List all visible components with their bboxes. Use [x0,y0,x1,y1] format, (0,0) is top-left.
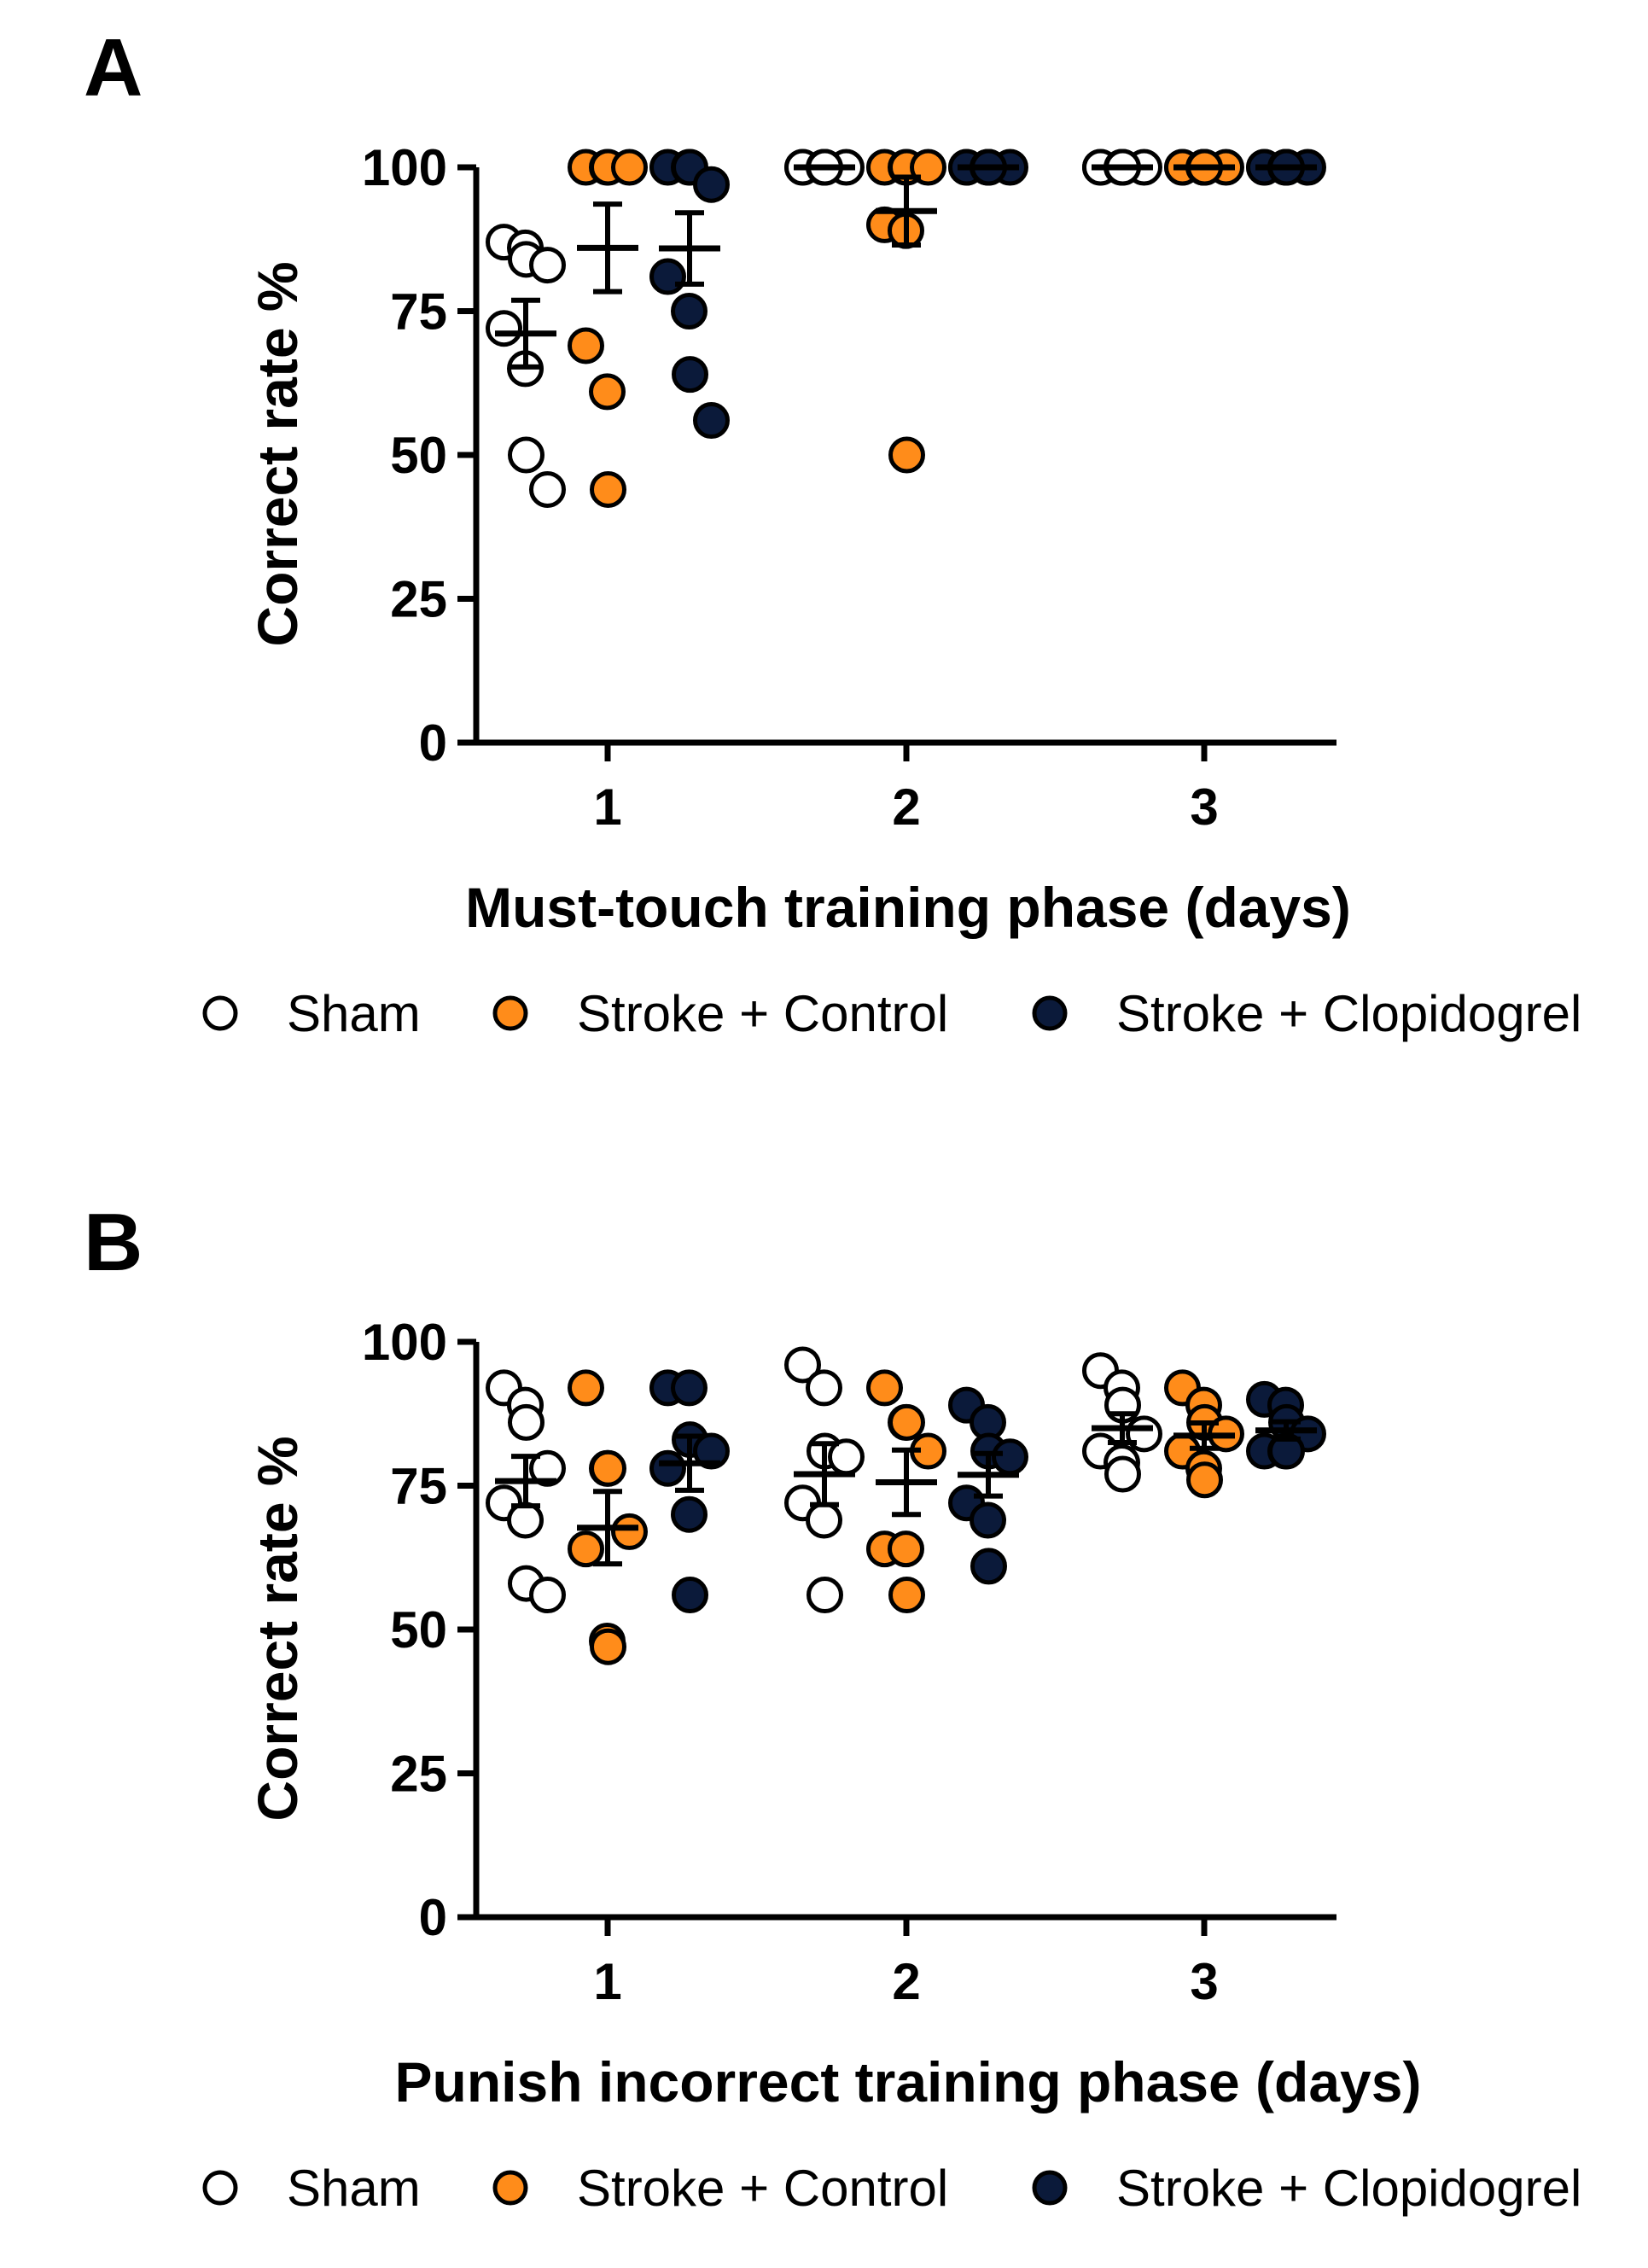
x-tick-label: 3 [1190,1953,1218,2010]
data-point-control [568,1369,604,1407]
data-point-sham [807,1577,843,1614]
data-point-control [1186,1461,1223,1499]
y-axis-title-b: Correct rate % [246,1436,309,1821]
y-tick-label: 75 [390,283,447,341]
panel-a: A Correct rate % 0 25 50 75 100 1 2 3 Must-touc… [84,22,1581,1042]
data-point-sham [1126,1415,1162,1453]
legend-label-sham: Sham [287,985,421,1042]
x-axis-title-a: Must-touch training phase (days) [465,876,1351,939]
data-point-clopidogrel [672,1577,708,1614]
y-tick-label: 50 [390,1601,447,1659]
data-point-clopidogrel [693,402,730,440]
data-point-sham [529,470,566,508]
data-point-clopidogrel [671,293,708,329]
legend-marker-clopidogrel [1032,995,1068,1031]
data-point-control [866,1369,903,1407]
x-tick-label: 2 [892,1953,920,2010]
data-point-sham [529,247,566,284]
data-point-clopidogrel [649,258,686,295]
legend-marker-sham [202,995,238,1031]
legend-label-control: Stroke + Control [577,985,948,1042]
legend-label-clopidogrel: Stroke + Clopidogrel [1116,985,1581,1042]
x-tick-label: 3 [1190,778,1218,836]
data-point-sham [508,436,544,474]
data-point-clopidogrel [693,166,730,203]
y-tick-label: 25 [390,571,447,628]
panel-letter-b: B [84,1197,143,1288]
data-point-sham [508,1403,544,1441]
y-axis-title-a: Correct rate % [246,261,309,646]
data-point-sham [806,1501,842,1539]
data-point-sham [1104,1455,1141,1493]
data-point-control [888,436,925,474]
y-tick-label: 0 [419,714,447,772]
x-tick-label: 1 [593,1953,621,2010]
data-point-sham [507,1501,544,1539]
legend-label-clopidogrel: Stroke + Clopidogrel [1116,2160,1581,2217]
legend-a: Sham Stroke + Control Stroke + Clopidogrel [202,985,1581,1042]
x-tick-label: 1 [593,778,621,836]
y-tick-label: 50 [390,427,447,484]
data-point-clopidogrel [671,1495,708,1533]
x-tick-label: 2 [892,778,920,836]
plot-area-b: 0 25 50 75 100 1 2 3 [362,1314,1336,2010]
data-point-control [590,1449,626,1487]
data-point-sham [529,1449,566,1487]
legend-marker-clopidogrel [1032,2170,1068,2206]
data-point-control [568,327,604,364]
legend-marker-sham [202,2170,238,2206]
data-point-clopidogrel [693,1432,730,1470]
y-tick-label: 75 [390,1458,447,1515]
data-point-control [888,1403,925,1441]
y-tick-label: 25 [390,1746,447,1803]
data-point-sham [806,1369,842,1407]
data-point-control [589,373,626,411]
data-point-control [888,1577,925,1614]
data-point-control [568,1530,604,1568]
y-tick-label: 100 [362,139,447,196]
data-point-clopidogrel [970,1548,1007,1585]
data-point-clopidogrel [992,1438,1028,1476]
data-point-clopidogrel [671,1369,708,1407]
data-point-clopidogrel [649,1449,686,1487]
panel-b: B Correct rate % 0 25 50 75 100 1 2 3 Punish in… [84,1197,1581,2217]
legend-b: Sham Stroke + Control Stroke + Clopidogrel [202,2160,1581,2217]
data-point-sham [486,310,522,347]
x-axis-title-b: Punish incorrect training phase (days) [395,2050,1422,2113]
plot-area-a: 0 25 50 75 100 1 2 3 [362,139,1336,836]
panel-letter-a: A [84,22,143,114]
legend-label-control: Stroke + Control [577,2160,948,2217]
data-point-control [888,1530,924,1568]
legend-marker-control [492,2170,528,2206]
data-point-sham [529,1577,566,1614]
data-point-clopidogrel [672,356,708,394]
legend-label-sham: Sham [287,2160,421,2217]
data-point-control [590,470,626,508]
y-tick-label: 0 [419,1889,447,1946]
legend-marker-control [492,995,528,1031]
y-tick-label: 100 [362,1314,447,1371]
data-point-control [590,1628,626,1665]
data-point-control [611,149,648,186]
data-point-sham [784,1346,821,1384]
data-point-clopidogrel [970,1501,1006,1539]
data-point-control [611,1513,648,1550]
